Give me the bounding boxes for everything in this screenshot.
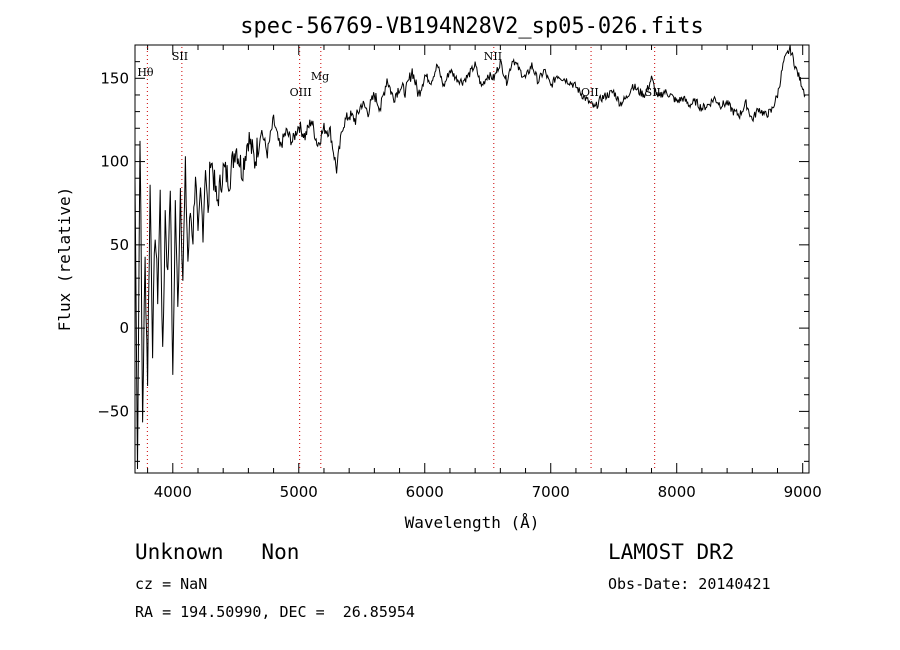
x-tick-label: 5000 <box>280 483 318 501</box>
spectrum-line <box>134 44 806 470</box>
y-tick-label: −50 <box>97 402 129 420</box>
x-tick-label: 9000 <box>784 483 822 501</box>
object-class: Unknown Non <box>135 540 300 564</box>
y-tick-label: 50 <box>110 236 129 254</box>
y-axis-label: Flux (relative) <box>55 187 74 332</box>
line-marker-label: Mg <box>311 70 329 83</box>
y-tick-label: 0 <box>119 319 129 337</box>
x-tick-label: 8000 <box>658 483 696 501</box>
y-axis: −50 0 50 100 150 <box>97 61 809 462</box>
y-tick-label: 100 <box>100 153 129 171</box>
coordinates-text: RA = 194.50990, DEC = 26.85954 <box>135 603 415 621</box>
line-marker-label: OIII <box>290 86 312 99</box>
x-axis-label: Wavelength (Å) <box>405 513 540 532</box>
survey-name: LAMOST DR2 <box>608 540 735 564</box>
plot-frame <box>134 44 810 474</box>
line-marker-label: OII <box>581 86 599 99</box>
redshift-text: cz = NaN <box>135 575 208 593</box>
line-marker-label: SII <box>172 50 188 63</box>
line-marker-label: Hθ <box>137 66 154 79</box>
x-tick-label: 4000 <box>154 483 192 501</box>
y-tick-label: 150 <box>100 69 129 87</box>
line-marker-label: NII <box>484 50 502 63</box>
obs-date: Obs-Date: 20140421 <box>608 575 771 593</box>
x-tick-label: 6000 <box>406 483 444 501</box>
x-tick-label: 7000 <box>532 483 570 501</box>
chart-title: spec-56769-VB194N28V2_sp05-026.fits <box>240 14 704 39</box>
x-axis: 4000 5000 6000 7000 8000 9000 <box>147 45 822 501</box>
